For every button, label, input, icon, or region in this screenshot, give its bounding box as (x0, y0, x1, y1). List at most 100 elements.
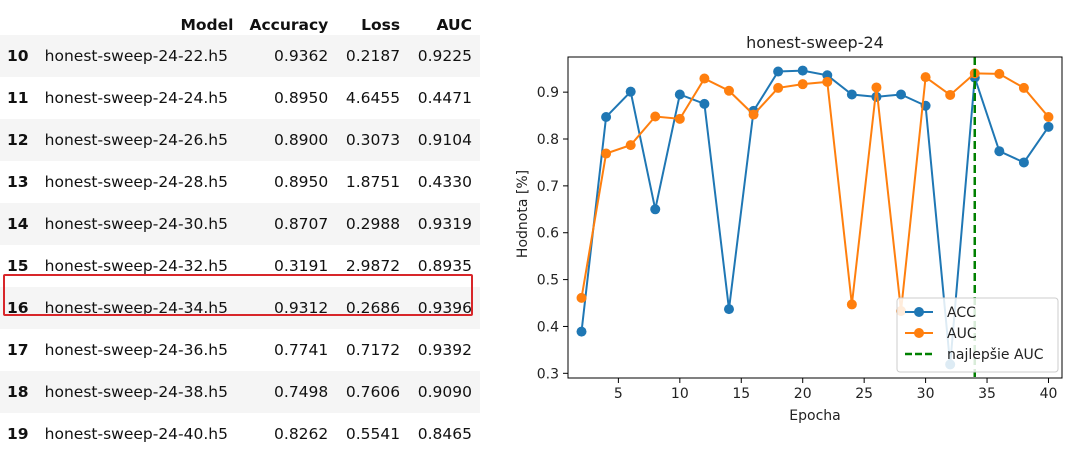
auc-cell: 0.9090 (408, 371, 480, 413)
accuracy-cell: 0.8950 (241, 77, 337, 119)
model-cell: honest-sweep-24-32.h5 (36, 245, 242, 287)
loss-header: Loss (361, 16, 401, 34)
row-index: 19 (0, 413, 37, 455)
table-row: 16 honest-sweep-24-34.h5 0.9312 0.2686 0.939… (0, 287, 480, 329)
accuracy-cell: 0.8900 (241, 119, 337, 161)
results-table-container: Model Accuracy Loss AUC 10 honest-sweep-2… (0, 0, 480, 455)
model-cell: honest-sweep-24-30.h5 (36, 203, 242, 245)
x-tick-label: 25 (855, 386, 873, 402)
results-table: Model Accuracy Loss AUC 10 honest-sweep-2… (0, 0, 480, 455)
data-point-auc (650, 111, 661, 122)
data-point-acc (846, 89, 857, 100)
table-row: 11 honest-sweep-24-24.h5 0.8950 4.6455 0.447… (0, 77, 480, 119)
data-point-acc (699, 98, 710, 109)
model-cell: honest-sweep-24-38.h5 (36, 371, 242, 413)
legend-marker-auc (914, 328, 924, 338)
data-point-auc (674, 113, 685, 124)
loss-cell: 0.3073 (336, 119, 409, 161)
index-header (0, 0, 37, 35)
y-tick-label: 0.3 (537, 366, 559, 382)
x-axis-label: Epocha (789, 408, 840, 424)
model-cell: honest-sweep-24-24.h5 (36, 77, 242, 119)
data-point-acc (896, 89, 907, 100)
table-row: 19 honest-sweep-24-40.h5 0.8262 0.5541 0.846… (0, 413, 480, 455)
chart-title: honest-sweep-24 (746, 33, 884, 52)
x-tick-label: 35 (978, 386, 996, 402)
loss-cell: 4.6455 (336, 77, 409, 119)
loss-cell: 0.7606 (336, 371, 409, 413)
legend-label-acc: ACC (947, 305, 976, 321)
legend-label-auc: AUC (947, 326, 977, 342)
row-index: 14 (0, 203, 37, 245)
data-point-auc (797, 79, 808, 90)
model-cell: honest-sweep-24-34.h5 (36, 287, 242, 329)
auc-cell: 0.9319 (408, 203, 480, 245)
auc-cell: 0.9104 (408, 119, 480, 161)
data-point-acc (576, 326, 587, 337)
data-point-auc (1043, 111, 1054, 122)
model-cell: honest-sweep-24-26.h5 (36, 119, 242, 161)
loss-cell: 0.7172 (336, 329, 409, 371)
data-point-auc (699, 73, 710, 84)
model-cell: honest-sweep-24-22.h5 (36, 35, 242, 77)
row-index: 10 (0, 35, 37, 77)
row-index: 13 (0, 161, 37, 203)
data-point-acc (1018, 157, 1029, 168)
loss-cell: 1.8751 (336, 161, 409, 203)
data-point-auc (723, 85, 734, 96)
loss-cell: 0.2686 (336, 287, 409, 329)
data-point-acc (871, 91, 882, 102)
data-point-acc (650, 204, 661, 215)
row-index: 15 (0, 245, 37, 287)
accuracy-cell: 0.8262 (241, 413, 337, 455)
x-tick-label: 5 (614, 386, 623, 402)
auc-cell: 0.8935 (408, 245, 480, 287)
x-tick-label: 30 (917, 386, 935, 402)
auc-cell: 0.9392 (408, 329, 480, 371)
data-point-auc (994, 68, 1005, 79)
data-point-auc (822, 76, 833, 87)
auc-cell: 0.8465 (408, 413, 480, 455)
data-point-acc (625, 86, 636, 97)
loss-cell: 0.5541 (336, 413, 409, 455)
y-axis-label: Hodnota [%] (515, 170, 531, 258)
y-tick-label: 0.8 (537, 132, 559, 148)
x-tick-label: 15 (732, 386, 750, 402)
row-index: 16 (0, 287, 37, 329)
y-tick-label: 0.9 (537, 85, 559, 101)
model-header: Model (180, 16, 234, 34)
model-cell: honest-sweep-24-28.h5 (36, 161, 242, 203)
table-row: 10 honest-sweep-24-22.h5 0.9362 0.2187 0.922… (0, 35, 480, 77)
accuracy-cell: 0.8707 (241, 203, 337, 245)
auc-cell: 0.9396 (408, 287, 480, 329)
legend-box (896, 297, 1059, 373)
table-row: 14 honest-sweep-24-30.h5 0.8707 0.2988 0.931… (0, 203, 480, 245)
accuracy-cell: 0.7741 (241, 329, 337, 371)
table-row: 17 honest-sweep-24-36.h5 0.7741 0.7172 0.939… (0, 329, 480, 371)
accuracy-cell: 0.9312 (241, 287, 337, 329)
data-point-acc (797, 65, 808, 76)
y-tick-label: 0.4 (537, 319, 559, 335)
loss-cell: 0.2187 (336, 35, 409, 77)
data-point-auc (625, 140, 636, 151)
data-point-auc (871, 82, 882, 93)
x-tick-label: 10 (671, 386, 689, 402)
data-point-auc (576, 292, 587, 303)
table-row: 12 honest-sweep-24-26.h5 0.8900 0.3073 0.910… (0, 119, 480, 161)
metrics-chart: honest-sweep-24 5 10 15 20 25 30 35 40 0.3 0.4 0.5… (515, 33, 1063, 424)
data-point-auc (748, 109, 759, 120)
row-index: 12 (0, 119, 37, 161)
model-cell: honest-sweep-24-36.h5 (36, 329, 242, 371)
x-tick-label: 40 (1040, 386, 1058, 402)
auc-cell: 0.9225 (408, 35, 480, 77)
y-tick-label: 0.7 (537, 179, 559, 195)
auc-header: AUC (436, 16, 472, 34)
accuracy-cell: 0.8950 (241, 161, 337, 203)
data-point-auc (773, 82, 784, 93)
table-row: 15 honest-sweep-24-32.h5 0.3191 2.9872 0.893… (0, 245, 480, 287)
plot-area: 5 10 15 20 25 30 35 40 0.3 0.4 0.5 0.6 0.7 0.8 0.9 ACC A… (537, 56, 1063, 402)
x-tick-label: 20 (794, 386, 812, 402)
data-point-auc (945, 89, 956, 100)
legend-label-best-auc: najlepšie AUC (947, 347, 1044, 363)
data-point-auc (846, 299, 857, 310)
